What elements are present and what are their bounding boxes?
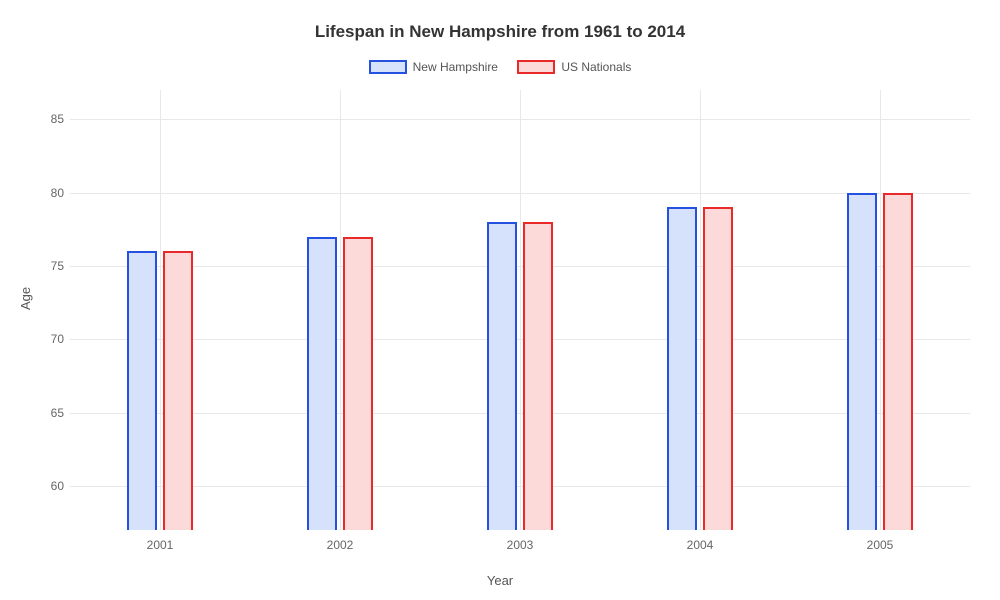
- legend-label-us-nationals: US Nationals: [561, 60, 631, 74]
- bar-us_nationals: [163, 251, 193, 530]
- legend: New Hampshire US Nationals: [0, 60, 1000, 77]
- y-tick-label: 85: [34, 112, 64, 126]
- legend-swatch-new-hampshire: [369, 60, 407, 74]
- x-tick-label: 2003: [507, 538, 534, 552]
- chart-title: Lifespan in New Hampshire from 1961 to 2…: [0, 22, 1000, 42]
- vertical-gridline: [700, 90, 701, 530]
- vertical-gridline: [160, 90, 161, 530]
- y-tick-label: 60: [34, 479, 64, 493]
- plot-area: 60657075808520012002200320042005: [70, 90, 970, 530]
- chart-container: Lifespan in New Hampshire from 1961 to 2…: [0, 0, 1000, 600]
- x-tick-label: 2002: [327, 538, 354, 552]
- bar-new_hampshire: [487, 222, 517, 530]
- bar-new_hampshire: [127, 251, 157, 530]
- y-tick-label: 80: [34, 186, 64, 200]
- legend-label-new-hampshire: New Hampshire: [413, 60, 498, 74]
- legend-swatch-us-nationals: [517, 60, 555, 74]
- bar-us_nationals: [703, 207, 733, 530]
- y-tick-label: 65: [34, 406, 64, 420]
- bar-us_nationals: [343, 237, 373, 530]
- x-tick-label: 2001: [147, 538, 174, 552]
- y-tick-label: 70: [34, 332, 64, 346]
- legend-item-new-hampshire: New Hampshire: [369, 60, 498, 74]
- x-axis-label: Year: [0, 573, 1000, 588]
- vertical-gridline: [520, 90, 521, 530]
- y-tick-label: 75: [34, 259, 64, 273]
- bar-us_nationals: [883, 193, 913, 530]
- x-tick-label: 2004: [687, 538, 714, 552]
- bar-new_hampshire: [667, 207, 697, 530]
- legend-item-us-nationals: US Nationals: [517, 60, 631, 74]
- bar-us_nationals: [523, 222, 553, 530]
- vertical-gridline: [340, 90, 341, 530]
- bar-new_hampshire: [307, 237, 337, 530]
- y-axis-label: Age: [18, 287, 33, 310]
- x-tick-label: 2005: [867, 538, 894, 552]
- bar-new_hampshire: [847, 193, 877, 530]
- vertical-gridline: [880, 90, 881, 530]
